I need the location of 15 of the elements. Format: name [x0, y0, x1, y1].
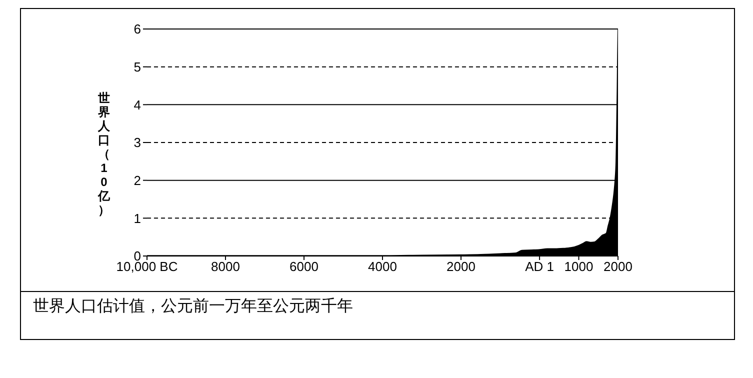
- y-tick-label: 5: [134, 59, 141, 74]
- x-tick-label: 6000: [290, 259, 318, 274]
- y-tick-label: 6: [134, 22, 141, 37]
- y-tick-label: 2: [134, 172, 141, 188]
- x-tick-label: 1000: [564, 259, 594, 274]
- text: 世界人口（10亿）: [98, 91, 110, 217]
- x-tick-label: 2000: [446, 259, 476, 274]
- x-tick-label: 4000: [368, 259, 397, 274]
- y-tick-label: 1: [134, 210, 141, 226]
- y-tick-label: 3: [134, 135, 141, 150]
- text: 世界人口估计值，公元前一万年至公元两千年: [20, 292, 735, 340]
- x-tick-label: AD 1: [525, 259, 554, 274]
- x-tick-label: 8000: [211, 259, 240, 274]
- x-tick-label: 2000: [604, 259, 632, 274]
- y-tick-label: 4: [134, 97, 141, 112]
